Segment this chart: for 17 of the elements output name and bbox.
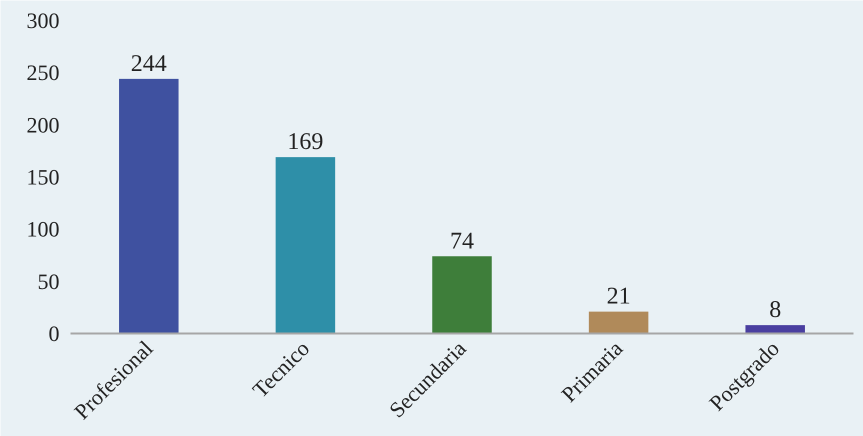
y-tick-label: 100 [26,216,60,242]
data-label: 169 [287,129,324,156]
bar [432,256,492,334]
bar [745,325,805,334]
data-label: 244 [130,50,167,77]
y-tick-label: 50 [38,268,60,294]
bar [119,78,179,334]
bar [276,157,336,334]
data-label: 21 [606,284,631,310]
y-tick-label: 200 [26,112,60,138]
data-label: 8 [769,297,782,324]
y-tick-label: 150 [26,164,60,190]
y-tick-label: 250 [26,60,60,86]
bar [588,312,648,334]
y-tick-label: 0 [48,321,60,346]
y-tick-label: 300 [26,8,60,33]
data-label: 74 [450,228,474,254]
